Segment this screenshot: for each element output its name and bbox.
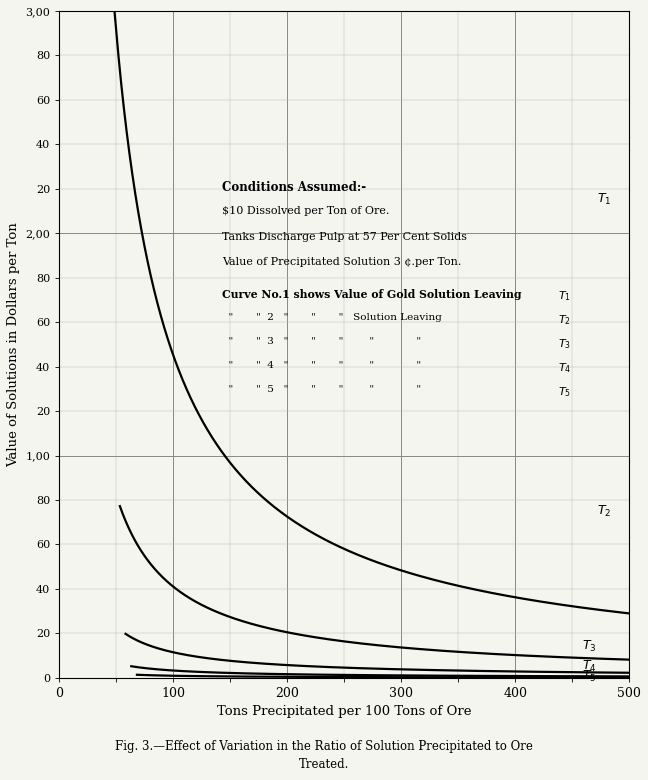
Text: $T_1$: $T_1$ xyxy=(597,193,612,207)
Text: $T_4$: $T_4$ xyxy=(583,659,597,674)
Text: Value of Precipitated Solution 3 ¢.per Ton.: Value of Precipitated Solution 3 ¢.per T… xyxy=(222,257,461,267)
Text: Curve No.1 shows Value of Gold Solution Leaving: Curve No.1 shows Value of Gold Solution … xyxy=(222,289,525,300)
Text: $T_4$: $T_4$ xyxy=(558,361,572,375)
Text: "       "  5   "       "       "        "             ": " " 5 " " " " " xyxy=(222,385,434,394)
Text: $T_3$: $T_3$ xyxy=(583,639,597,654)
Text: $10 Dissolved per Ton of Ore.: $10 Dissolved per Ton of Ore. xyxy=(222,207,389,216)
Text: "       "  3   "       "       "        "             ": " " 3 " " " " " xyxy=(222,337,434,346)
Text: Fig. 3.—Effect of Variation in the Ratio of Solution Precipitated to Ore: Fig. 3.—Effect of Variation in the Ratio… xyxy=(115,739,533,753)
Text: $T_1$: $T_1$ xyxy=(558,289,571,303)
Text: Tanks Discharge Pulp at 57 Per Cent Solids: Tanks Discharge Pulp at 57 Per Cent Soli… xyxy=(222,232,467,242)
Text: Conditions Assumed:-: Conditions Assumed:- xyxy=(222,181,366,194)
X-axis label: Tons Precipitated per 100 Tons of Ore: Tons Precipitated per 100 Tons of Ore xyxy=(217,705,472,718)
Text: "       "  4   "       "       "        "             ": " " 4 " " " " " xyxy=(222,361,434,370)
Text: $T_2$: $T_2$ xyxy=(558,313,571,327)
Text: Treated.: Treated. xyxy=(299,757,349,771)
Text: $T_3$: $T_3$ xyxy=(558,337,571,351)
Text: $T_5$: $T_5$ xyxy=(558,385,571,399)
Text: $T_5$: $T_5$ xyxy=(583,669,597,684)
Text: "       "  2   "       "       "   Solution Leaving: " " 2 " " " Solution Leaving xyxy=(222,313,445,322)
Text: $T_2$: $T_2$ xyxy=(597,504,612,519)
Y-axis label: Value of Solutions in Dollars per Ton: Value of Solutions in Dollars per Ton xyxy=(7,222,20,466)
